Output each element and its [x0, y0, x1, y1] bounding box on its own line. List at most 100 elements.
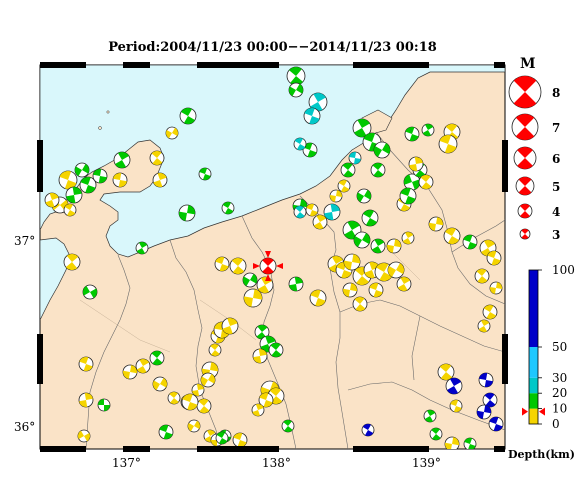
earthquake-symbol [396, 276, 412, 292]
magnitude-legend-label: 3 [552, 228, 560, 242]
earthquake-symbol [65, 186, 83, 204]
magnitude-legend-header: M [520, 56, 536, 72]
frame-ticks [37, 62, 508, 452]
earthquake-symbol [288, 82, 304, 98]
highlight-marker [276, 263, 283, 269]
earthquake-symbol [476, 404, 492, 420]
earthquake-symbol [368, 282, 384, 298]
earthquake-symbol [482, 304, 498, 320]
earthquake-symbol [191, 383, 205, 397]
depth-color-segment [529, 393, 538, 409]
earthquake-symbol [198, 167, 212, 181]
earthquake-symbol [178, 204, 196, 222]
earthquake-symbol [181, 393, 199, 411]
depth-legend-label: Depth(km) [508, 448, 575, 461]
earthquake-symbol [268, 342, 284, 358]
earthquake-symbol [44, 192, 60, 208]
earthquake-symbol [112, 172, 128, 188]
earthquake-symbol [361, 209, 379, 227]
earthquake-symbol [74, 162, 90, 178]
magnitude-legend-label: 6 [552, 152, 560, 166]
earthquake-symbol [482, 392, 498, 408]
earthquake-symbol [353, 231, 371, 249]
earthquake-symbol [477, 319, 491, 333]
highlight-marker [253, 263, 260, 269]
highlighted-event-symbol [253, 251, 283, 281]
earthquake-symbol [401, 231, 415, 245]
magnitude-legend-symbol [513, 146, 537, 170]
earthquake-symbol [135, 358, 151, 374]
earthquake-symbol [288, 276, 304, 292]
earthquake-symbol [200, 372, 216, 388]
depth-color-segment [529, 347, 538, 378]
earthquake-symbol [373, 141, 391, 159]
earthquake-symbol [149, 150, 165, 166]
earthquake-symbol [179, 107, 197, 125]
earthquake-symbol [352, 296, 368, 312]
depth-color-segment [529, 377, 538, 394]
earthquake-symbol [113, 151, 131, 169]
earthquake-symbol [429, 427, 443, 441]
earthquake-symbol [462, 234, 478, 250]
magnitude-legend: M 8 7 6 5 4 3 [508, 56, 560, 242]
earthquake-symbol [214, 256, 230, 272]
lat-label-36: 36° [14, 420, 35, 434]
earthquake-symbol [258, 392, 274, 408]
earthquake-symbol [305, 203, 319, 217]
earthquake-symbol [445, 377, 463, 395]
earthquake-symbol [342, 282, 358, 298]
earthquake-symbol [215, 431, 229, 445]
earthquake-symbol [293, 205, 307, 219]
highlight-marker [265, 251, 271, 258]
earthquake-symbol [293, 137, 307, 151]
map-title: Period:2004/11/23 00:00−−2014/11/23 00:1… [108, 40, 437, 55]
earthquake-symbol [463, 437, 477, 449]
earthquake-symbol [404, 126, 420, 142]
earthquake-symbol [329, 189, 343, 203]
earthquake-symbol [122, 364, 138, 380]
earthquake-symbol [370, 162, 386, 178]
earthquake-symbol [63, 253, 81, 271]
earthquake-symbol [256, 276, 274, 294]
earthquake-events [44, 66, 504, 449]
depth-marker [539, 407, 545, 416]
earthquake-symbol [302, 142, 318, 158]
earthquake-symbol [63, 203, 77, 217]
earthquake-symbol [399, 187, 417, 205]
earthquake-symbol [309, 289, 327, 307]
earthquake-symbol [343, 253, 361, 271]
earthquake-symbol [187, 419, 201, 433]
depth-color-segment [529, 270, 538, 347]
earthquake-symbol [438, 134, 458, 154]
earthquake-symbol [286, 66, 306, 86]
depth-marker [522, 407, 528, 416]
earthquake-symbol [281, 419, 295, 433]
magnitude-legend-symbol [511, 113, 539, 141]
earthquake-symbol [78, 356, 94, 372]
lat-label-37: 37° [14, 234, 35, 248]
magnitude-legend-symbol [508, 75, 542, 109]
earthquake-symbol [152, 376, 168, 392]
earthquake-symbol [356, 188, 372, 204]
magnitude-legend-symbol [515, 176, 535, 196]
earthquake-symbol [474, 268, 490, 284]
magnitude-legend-label: 7 [552, 121, 560, 135]
earthquake-symbol [196, 398, 212, 414]
earthquake-symbol [340, 162, 356, 178]
earthquake-symbol [370, 238, 386, 254]
earthquake-symbol [312, 214, 328, 230]
earthquake-symbol [79, 176, 97, 194]
earthquake-symbol [152, 172, 168, 188]
depth-tick-label: 20 [552, 386, 567, 400]
earthquake-symbol [232, 432, 248, 448]
earthquake-symbol [221, 201, 235, 215]
earthquake-symbol [443, 227, 461, 245]
earthquake-symbol [92, 168, 108, 184]
earthquake-symbol [208, 343, 222, 357]
earthquake-symbol [58, 170, 78, 190]
earthquake-symbol [486, 250, 502, 266]
earthquake-symbol [418, 174, 434, 190]
west-sea [40, 237, 71, 321]
earthquake-symbol [135, 241, 149, 255]
